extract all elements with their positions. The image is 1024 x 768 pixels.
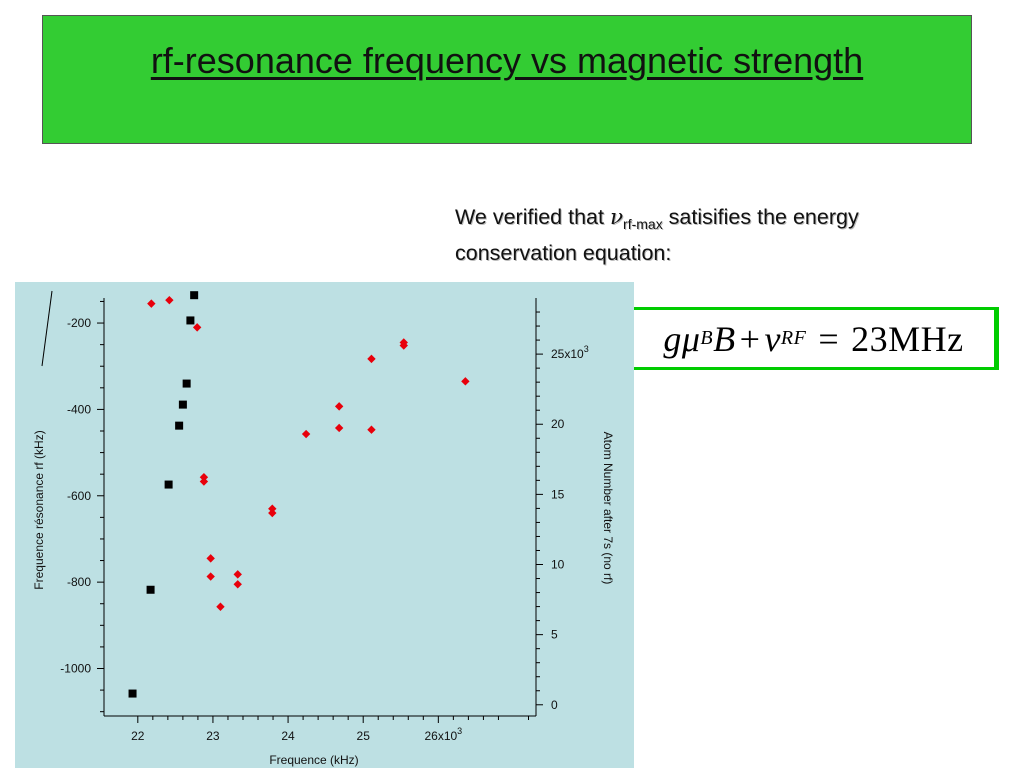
x-axis-title: Frequence (kHz) (269, 753, 358, 767)
red-diamond-point (206, 554, 215, 563)
y-axis-title: Frequence résonance rf (kHz) (32, 430, 46, 589)
y2-tick-label: 20 (551, 417, 565, 431)
black-square-point (164, 480, 173, 489)
y-tick-label: -1000 (60, 662, 91, 676)
red-diamond-point (268, 508, 277, 518)
y2-tick-label: 5 (551, 628, 558, 642)
black-square-point (175, 421, 184, 430)
chart-marks (128, 291, 470, 698)
y-tick-label: -200 (67, 316, 91, 330)
y2-axis-title: Atom Number after 7s (no rf) (601, 432, 615, 585)
black-square-point (146, 585, 155, 594)
red-diamond-point (233, 570, 242, 579)
y-tick-label: -800 (67, 575, 91, 589)
red-diamond-point (192, 323, 202, 332)
x-tick-label: 23 (206, 729, 220, 743)
red-diamond-point (399, 341, 408, 350)
red-diamond-point (367, 425, 376, 434)
black-square-point (190, 291, 199, 300)
axis-ticks: 22 23 24 25 26x103 -200 -400 -600 -800 -1000 0 5 10 1… (60, 300, 589, 743)
verification-note: We verified that νrf-max satisifies the … (455, 203, 975, 268)
black-square-point (178, 400, 187, 409)
eq-equals: = (818, 318, 840, 359)
red-diamond-point (165, 295, 174, 305)
y2-tick-label: 25x103 (551, 344, 589, 361)
decorative-slash (41, 290, 53, 367)
x-tick-label: 25 (357, 729, 371, 743)
red-diamond-point (199, 477, 209, 486)
y-tick-label: -600 (67, 489, 91, 503)
y2-tick-label: 15 (551, 487, 565, 501)
eq-mu: μ (681, 318, 701, 359)
red-diamond-point (334, 402, 344, 411)
red-diamond-point (199, 473, 209, 482)
chart-panel: 22 23 24 25 26x103 -200 -400 -600 -800 -1000 0 5 10 1… (15, 282, 634, 768)
eq-B: B (713, 318, 736, 359)
y-tick-label: -400 (67, 402, 91, 416)
eq-g: g (663, 318, 682, 359)
y2-tick-label: 0 (551, 698, 558, 712)
title-banner: rf-resonance frequency vs magnetic stren… (42, 15, 972, 144)
scatter-chart: 22 23 24 25 26x103 -200 -400 -600 -800 -1000 0 5 10 1… (32, 290, 615, 767)
red-diamond-point (301, 429, 311, 439)
eq-mu-sub: B (700, 327, 714, 349)
x-tick-label: 24 (281, 729, 295, 743)
x-tick-label: 22 (131, 729, 145, 743)
eq-nu: ν (764, 318, 781, 359)
eq-rhs: 23MHz (851, 318, 964, 359)
eq-nu-sub: RF (780, 327, 807, 349)
red-diamond-point (334, 423, 344, 433)
black-square-point (128, 689, 137, 698)
slide-title: rf-resonance frequency vs magnetic stren… (150, 40, 864, 81)
eq-plus: + (739, 318, 761, 359)
black-square-point (182, 379, 191, 388)
nu-subscript: rf-max (623, 216, 663, 232)
red-diamond-point (216, 602, 225, 611)
y2-tick-label: 10 (551, 558, 565, 572)
note-suffix: satisifies the energy conservation equat… (455, 205, 859, 265)
red-diamond-point (206, 572, 215, 581)
black-square-point (186, 316, 195, 325)
red-diamond-point (461, 377, 470, 386)
note-prefix: We verified that (455, 205, 610, 229)
nu-symbol: ν (609, 205, 624, 230)
red-diamond-point (147, 299, 156, 308)
red-diamond-point (367, 354, 376, 364)
x-tick-label: 26x103 (424, 726, 462, 743)
red-diamond-point (233, 580, 242, 589)
